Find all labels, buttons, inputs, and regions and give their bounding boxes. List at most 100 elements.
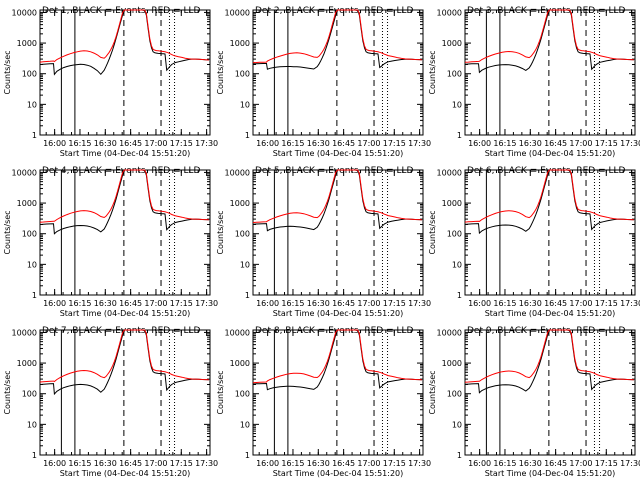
- x-tick-label: 16:30: [307, 139, 330, 148]
- x-tick-label: 17:00: [569, 139, 592, 148]
- y-tick-label: 100: [22, 230, 37, 239]
- x-tick-label: 17:15: [383, 299, 406, 308]
- x-tick-label: 17:30: [195, 139, 218, 148]
- y-tick-label: 1000: [442, 199, 462, 208]
- x-tick-label: 16:30: [307, 299, 330, 308]
- x-tick-label: 16:00: [468, 459, 491, 468]
- x-tick-label: 17:15: [383, 459, 406, 468]
- panel-title: Det 8, BLACK = Events, RED = LLD: [255, 326, 414, 336]
- panel-title: Det 2, BLACK = Events, RED = LLD: [255, 6, 414, 16]
- series-events: [252, 329, 422, 391]
- panel-det-1: Det 1, BLACK = Events, RED = LLD 1 10 100 10…: [3, 6, 218, 158]
- x-tick-label: 17:30: [408, 139, 431, 148]
- x-tick-label: 16:00: [43, 459, 66, 468]
- x-tick-label: 16:00: [43, 299, 66, 308]
- x-tick-label: 17:00: [144, 299, 167, 308]
- y-tick-label: 10: [240, 260, 250, 269]
- y-tick-label: 10: [452, 260, 462, 269]
- y-tick-label: 10: [452, 100, 462, 109]
- x-tick-label: 17:30: [620, 459, 640, 468]
- x-tick-label: 16:15: [281, 139, 304, 148]
- x-tick-label: 16:45: [544, 459, 567, 468]
- series-events: [252, 9, 422, 70]
- x-tick-label: 16:45: [332, 459, 355, 468]
- y-axis-label: Counts/sec: [428, 50, 437, 94]
- y-tick-label: 10000: [225, 8, 250, 17]
- y-tick-label: 10000: [437, 328, 462, 337]
- y-tick-label: 1: [457, 131, 462, 140]
- x-tick-label: 16:15: [68, 459, 91, 468]
- x-tick-label: 16:15: [281, 459, 304, 468]
- y-tick-label: 10000: [12, 168, 37, 177]
- y-tick-label: 100: [447, 390, 462, 399]
- series-lld: [464, 169, 634, 223]
- x-axis-label: Start Time (04-Dec-04 15:51:20): [485, 149, 616, 158]
- plot-frame: [39, 169, 211, 296]
- y-tick-label: 10: [452, 420, 462, 429]
- y-tick-label: 100: [235, 390, 250, 399]
- y-tick-label: 100: [447, 70, 462, 79]
- x-tick-label: 17:30: [408, 459, 431, 468]
- series-lld: [464, 9, 634, 63]
- panel-title: Det 9, BLACK = Events, RED = LLD: [467, 326, 626, 336]
- x-tick-label: 16:30: [94, 459, 117, 468]
- y-tick-label: 1: [32, 131, 37, 140]
- y-tick-label: 1000: [442, 359, 462, 368]
- plot-frame: [464, 329, 636, 456]
- x-tick-label: 16:00: [256, 299, 279, 308]
- panel-det-8: Det 8, BLACK = Events, RED = LLD 1 10 100 10…: [216, 326, 431, 478]
- series-lld: [39, 329, 209, 383]
- y-tick-label: 100: [22, 70, 37, 79]
- series-events: [39, 169, 209, 235]
- y-tick-label: 1000: [17, 199, 37, 208]
- y-axis-label: Counts/sec: [216, 210, 225, 254]
- panel-det-7: Det 7, BLACK = Events, RED = LLD 1 10 100 10…: [3, 326, 218, 478]
- plot-frame: [252, 169, 424, 296]
- y-tick-label: 100: [235, 230, 250, 239]
- x-tick-label: 16:15: [493, 139, 516, 148]
- y-tick-label: 10000: [12, 328, 37, 337]
- y-axis-label: Counts/sec: [216, 50, 225, 94]
- x-tick-label: 16:45: [544, 299, 567, 308]
- y-axis-label: Counts/sec: [216, 370, 225, 414]
- x-tick-label: 16:15: [68, 299, 91, 308]
- y-tick-label: 10: [240, 420, 250, 429]
- x-tick-label: 17:00: [357, 139, 380, 148]
- x-tick-label: 17:15: [595, 459, 618, 468]
- y-tick-label: 100: [22, 390, 37, 399]
- x-tick-label: 17:15: [170, 139, 193, 148]
- x-tick-label: 16:00: [43, 139, 66, 148]
- y-tick-label: 10000: [437, 8, 462, 17]
- series-events: [39, 329, 209, 396]
- y-tick-label: 10000: [225, 328, 250, 337]
- y-axis-label: Counts/sec: [3, 50, 12, 94]
- y-tick-label: 100: [447, 230, 462, 239]
- y-axis-label: Counts/sec: [3, 210, 12, 254]
- y-tick-label: 1: [245, 451, 250, 460]
- x-axis-label: Start Time (04-Dec-04 15:51:20): [60, 469, 191, 478]
- series-events: [252, 169, 422, 232]
- panel-det-5: Det 5, BLACK = Events, RED = LLD 1 10 100 10…: [216, 166, 431, 318]
- y-tick-label: 10: [27, 260, 37, 269]
- plot-frame: [464, 9, 636, 136]
- y-tick-label: 1: [457, 451, 462, 460]
- x-axis-label: Start Time (04-Dec-04 15:51:20): [60, 149, 191, 158]
- plot-frame: [464, 169, 636, 296]
- x-tick-label: 16:00: [256, 139, 279, 148]
- x-axis-label: Start Time (04-Dec-04 15:51:20): [60, 309, 191, 318]
- x-tick-label: 16:15: [281, 299, 304, 308]
- panel-det-4: Det 4, BLACK = Events, RED = LLD 1 10 100 10…: [3, 166, 218, 318]
- x-tick-label: 16:15: [68, 139, 91, 148]
- x-tick-label: 16:30: [94, 139, 117, 148]
- x-tick-label: 16:45: [119, 459, 142, 468]
- panel-title: Det 6, BLACK = Events, RED = LLD: [467, 166, 626, 176]
- x-tick-label: 16:15: [493, 459, 516, 468]
- series-events: [464, 169, 634, 235]
- panel-det-3: Det 3, BLACK = Events, RED = LLD 1 10 100 10…: [428, 6, 640, 158]
- y-tick-label: 100: [235, 70, 250, 79]
- y-tick-label: 1000: [17, 39, 37, 48]
- x-tick-label: 17:00: [569, 459, 592, 468]
- y-tick-label: 1: [245, 291, 250, 300]
- y-tick-label: 10: [240, 100, 250, 109]
